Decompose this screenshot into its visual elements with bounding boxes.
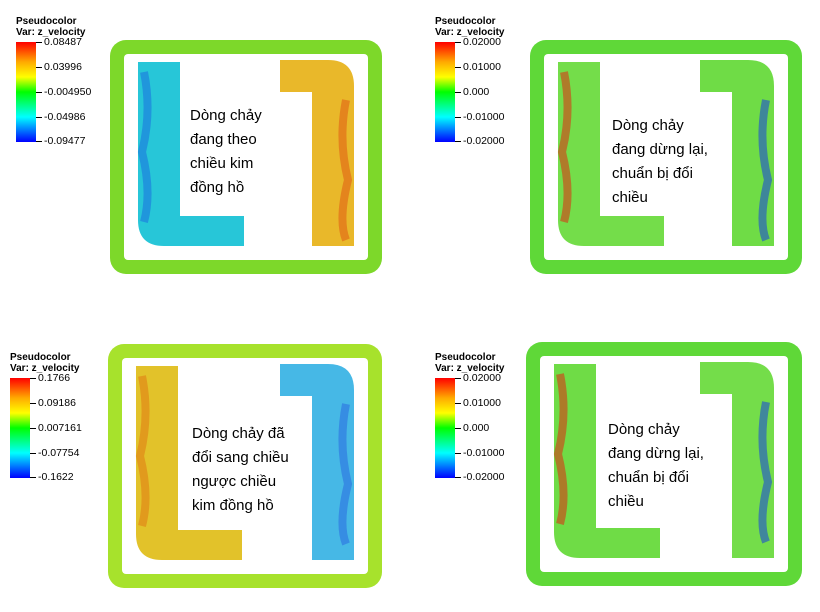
caption-line: đồng hồ [190,179,245,196]
right-duct-streak [338,99,353,242]
colorbar-legend: Pseudocolor Var: z_velocity 0.08487 0.03… [16,16,126,156]
legend-title: Pseudocolor [435,352,496,363]
caption-line: đang theo [190,131,257,148]
caption-line: chiều [608,493,644,510]
left-duct [554,364,660,558]
right-duct [280,60,354,246]
caption-line: kim đồng hồ [192,497,274,514]
legend-tick-label: 0.01000 [463,397,501,409]
colorbar [435,42,455,142]
legend-tick-label: 0.000 [463,422,490,434]
right-duct [700,362,774,558]
legend-tick-label: -0.01000 [463,111,505,123]
left-duct [136,366,242,560]
caption-line: Dòng chảy đã [192,425,285,442]
legend-title: Pseudocolor [435,16,496,27]
legend-title: Pseudocolor [16,16,77,27]
legend-tick-label: 0.01000 [463,61,501,73]
right-duct [280,364,354,560]
legend-tick-label: -0.01000 [463,447,505,459]
legend-tick-label: 0.007161 [38,422,82,434]
legend-tick-label: -0.04986 [44,111,86,123]
flow-panel: Dòng chảy đang dừng lại, chuẩn bị đổi ch… [528,38,804,276]
legend-tick-label: -0.09477 [44,135,86,147]
legend-tick-label: -0.1622 [38,471,74,483]
caption-line: chuẩn bị đổi [612,165,693,182]
caption-line: đổi sang chiều [192,449,289,466]
legend-tick-label: 0.000 [463,86,490,98]
colorbar [16,42,36,142]
legend-variable: Var: z_velocity [435,27,505,38]
flow-field-plot [530,40,802,274]
right-duct [700,60,774,246]
legend-tick-label: 0.08487 [44,36,82,48]
caption-line: Dòng chảy [608,421,680,438]
left-duct-streak [553,373,568,526]
legend-variable: Var: z_velocity [435,363,505,374]
caption-line: ngược chiều [192,473,277,490]
colorbar-legend: Pseudocolor Var: z_velocity 0.02000 0.01… [435,16,545,156]
inner-void [540,356,788,572]
legend-variable: Var: z_velocity [10,363,80,374]
caption-line: chiều kim [190,155,254,172]
right-duct-streak [758,99,773,242]
left-duct [558,62,664,246]
flow-panel: Dòng chảy đã đổi sang chiều ngược chiều … [106,342,384,590]
legend-tick-label: 0.1766 [38,372,71,384]
legend-tick-label: 0.09186 [38,397,76,409]
right-duct-streak [338,403,353,546]
inner-void [124,54,368,260]
inner-void [122,358,368,574]
colorbar-legend: Pseudocolor Var: z_velocity 0.02000 0.01… [435,352,545,492]
caption-line: đang dừng lại, [608,445,704,462]
left-duct-streak [557,71,572,224]
colorbar [435,378,455,478]
left-duct-streak [137,71,152,224]
legend-title: Pseudocolor [10,352,71,363]
caption-line: chiều [612,189,648,206]
caption-line: Dòng chảy [612,117,684,134]
legend-tick-label: 0.03996 [44,61,82,73]
legend-tick-label: -0.02000 [463,135,505,147]
colorbar-legend: Pseudocolor Var: z_velocity 0.1766 0.091… [10,352,120,492]
flow-field-plot [526,342,802,586]
legend-tick-label: 0.02000 [463,36,501,48]
legend-tick-label: -0.07754 [38,447,80,459]
legend-tick-label: 0.02000 [463,372,501,384]
flow-field-plot [110,40,382,274]
colorbar [10,378,30,478]
caption-line: chuẩn bị đổi [608,469,689,486]
legend-variable: Var: z_velocity [16,27,86,38]
legend-tick-label: -0.02000 [463,471,505,483]
left-duct [138,62,244,246]
caption-line: đang dừng lại, [612,141,708,158]
flow-panel: Dòng chảy đang theo chiều kim đồng hồ [108,38,384,276]
left-duct-streak [135,375,150,528]
inner-void [544,54,788,260]
caption-line: Dòng chảy [190,107,262,124]
legend-tick-label: -0.004950 [44,86,92,98]
right-duct-streak [758,401,773,544]
flow-panel: Dòng chảy đang dừng lại, chuẩn bị đổi ch… [524,340,804,588]
flow-field-plot [108,344,382,588]
